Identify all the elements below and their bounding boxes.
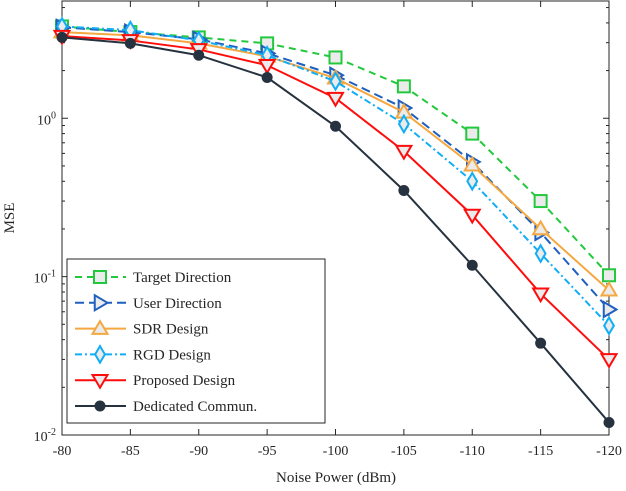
x-tick-label: -95 [258,444,277,459]
data-point [534,243,547,264]
data-point [533,194,548,209]
legend-item: Dedicated Commun. [75,399,257,415]
series-line [61,25,610,276]
data-point [535,337,547,349]
x-tick-label: -80 [53,444,72,459]
x-tick-label: -90 [189,444,208,459]
data-point [603,416,615,428]
legend-item: Proposed Design [75,373,236,390]
x-tick-label: -115 [528,444,553,459]
series-dedicated-commun- [56,31,615,428]
data-point [466,171,479,192]
data-point [463,155,482,172]
legend-marker [94,400,106,412]
legend-label: RGD Design [133,347,211,363]
legend-item: User Direction [75,293,222,313]
data-point [465,126,480,141]
x-tick-label: -105 [391,444,417,459]
data-point [124,37,136,49]
y-axis-label: MSE [2,203,18,234]
data-point [599,353,619,369]
y-tick-label: 10-2 [34,427,56,445]
legend-label: Target Direction [133,270,232,286]
x-tick-label: -110 [460,444,485,459]
legend: Target Direction User Direction SDR Design… [66,258,326,424]
legend-label: User Direction [133,296,222,312]
legend-item: SDR Design [75,319,209,338]
legend-label: SDR Design [133,322,209,338]
legend-label: Proposed Design [133,373,236,389]
data-point [599,280,619,297]
data-point [531,287,550,304]
data-point [56,31,68,43]
legend-item: Target Direction [75,270,232,286]
data-point [257,59,277,75]
x-tick-label: -85 [121,444,140,459]
data-point [329,71,342,92]
data-point [398,184,410,196]
data-point [261,71,273,83]
data-point [394,144,414,161]
legend-label: Dedicated Commun. [133,399,257,415]
data-point [397,113,410,135]
data-point [602,315,616,336]
data-point [193,49,205,61]
data-point [602,300,619,319]
data-point [330,120,341,132]
x-tick-label: -120 [596,444,622,459]
y-tick-label: 10-1 [34,269,56,287]
x-tick-label: -100 [323,444,349,459]
data-point [466,259,478,271]
data-point [531,219,550,236]
legend-item: RGD Design [75,344,211,365]
legend-marker [93,344,107,365]
legend-box [66,258,326,424]
legend-marker [93,293,110,313]
data-point [326,91,345,108]
data-point [396,79,411,94]
legend-marker [93,270,107,284]
x-axis-label: Noise Power (dBm) [276,470,396,486]
data-point [602,268,616,283]
data-point [463,208,482,225]
legend-marker [90,373,110,390]
data-point [328,50,343,65]
y-tick-label: 100 [37,110,56,128]
legend-marker [90,319,110,335]
